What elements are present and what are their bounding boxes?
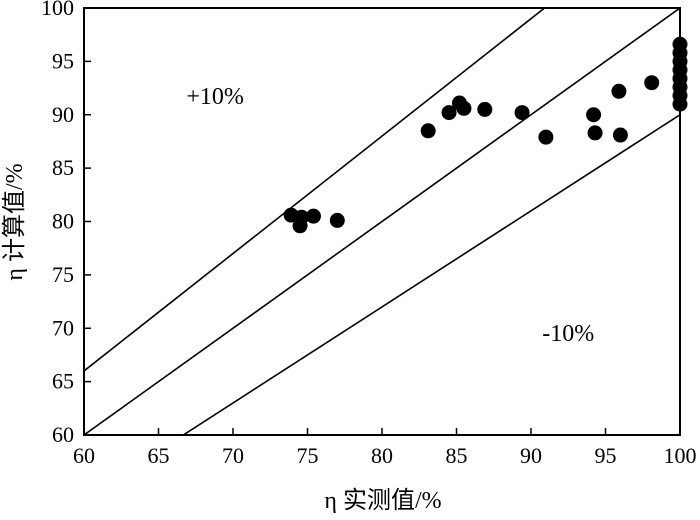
reference-line	[84, 8, 546, 372]
x-tick-label: 70	[222, 443, 244, 468]
x-tick-label: 60	[73, 443, 95, 468]
data-point	[477, 101, 493, 117]
data-point	[586, 107, 602, 123]
x-tick-label: 100	[664, 443, 697, 468]
x-tick-label: 80	[371, 443, 393, 468]
data-point	[292, 218, 308, 234]
reference-line	[181, 114, 680, 435]
y-tick-label: 95	[52, 48, 74, 73]
y-tick-label: 90	[52, 102, 74, 127]
data-point	[305, 208, 321, 224]
data-point	[644, 75, 660, 91]
data-point	[456, 100, 472, 116]
plot-area: 60 65 70 75 80 85 90 95 100 60 65 70 75 80 85 90 95 100 +1…	[41, 0, 697, 468]
y-tick-label: 65	[52, 369, 74, 394]
data-point	[329, 212, 345, 228]
data-point	[672, 36, 688, 52]
data-point	[514, 105, 530, 121]
x-tick-label: 65	[148, 443, 170, 468]
y-tick-label: 70	[52, 315, 74, 340]
x-tick-label: 75	[297, 443, 319, 468]
data-point	[587, 125, 603, 141]
reference-line	[84, 8, 680, 435]
data-point	[612, 127, 628, 143]
x-tick-label: 95	[595, 443, 617, 468]
x-tick-label: 90	[520, 443, 542, 468]
y-tick-label: 80	[52, 209, 74, 234]
reference-line-label: +10%	[186, 84, 244, 110]
y-tick-label: 60	[52, 422, 74, 447]
x-axis-title: η 实测值/%	[324, 487, 441, 514]
y-tick-label: 85	[52, 155, 74, 180]
x-tick-label: 85	[446, 443, 468, 468]
y-axis-title: η 计算值/%	[1, 163, 28, 280]
y-tick-label: 100	[41, 0, 74, 20]
y-tick-label: 75	[52, 262, 74, 287]
reference-line-label: -10%	[542, 321, 594, 347]
data-point	[611, 83, 627, 99]
data-point	[538, 129, 554, 145]
data-point	[441, 105, 457, 121]
data-point	[420, 123, 436, 139]
